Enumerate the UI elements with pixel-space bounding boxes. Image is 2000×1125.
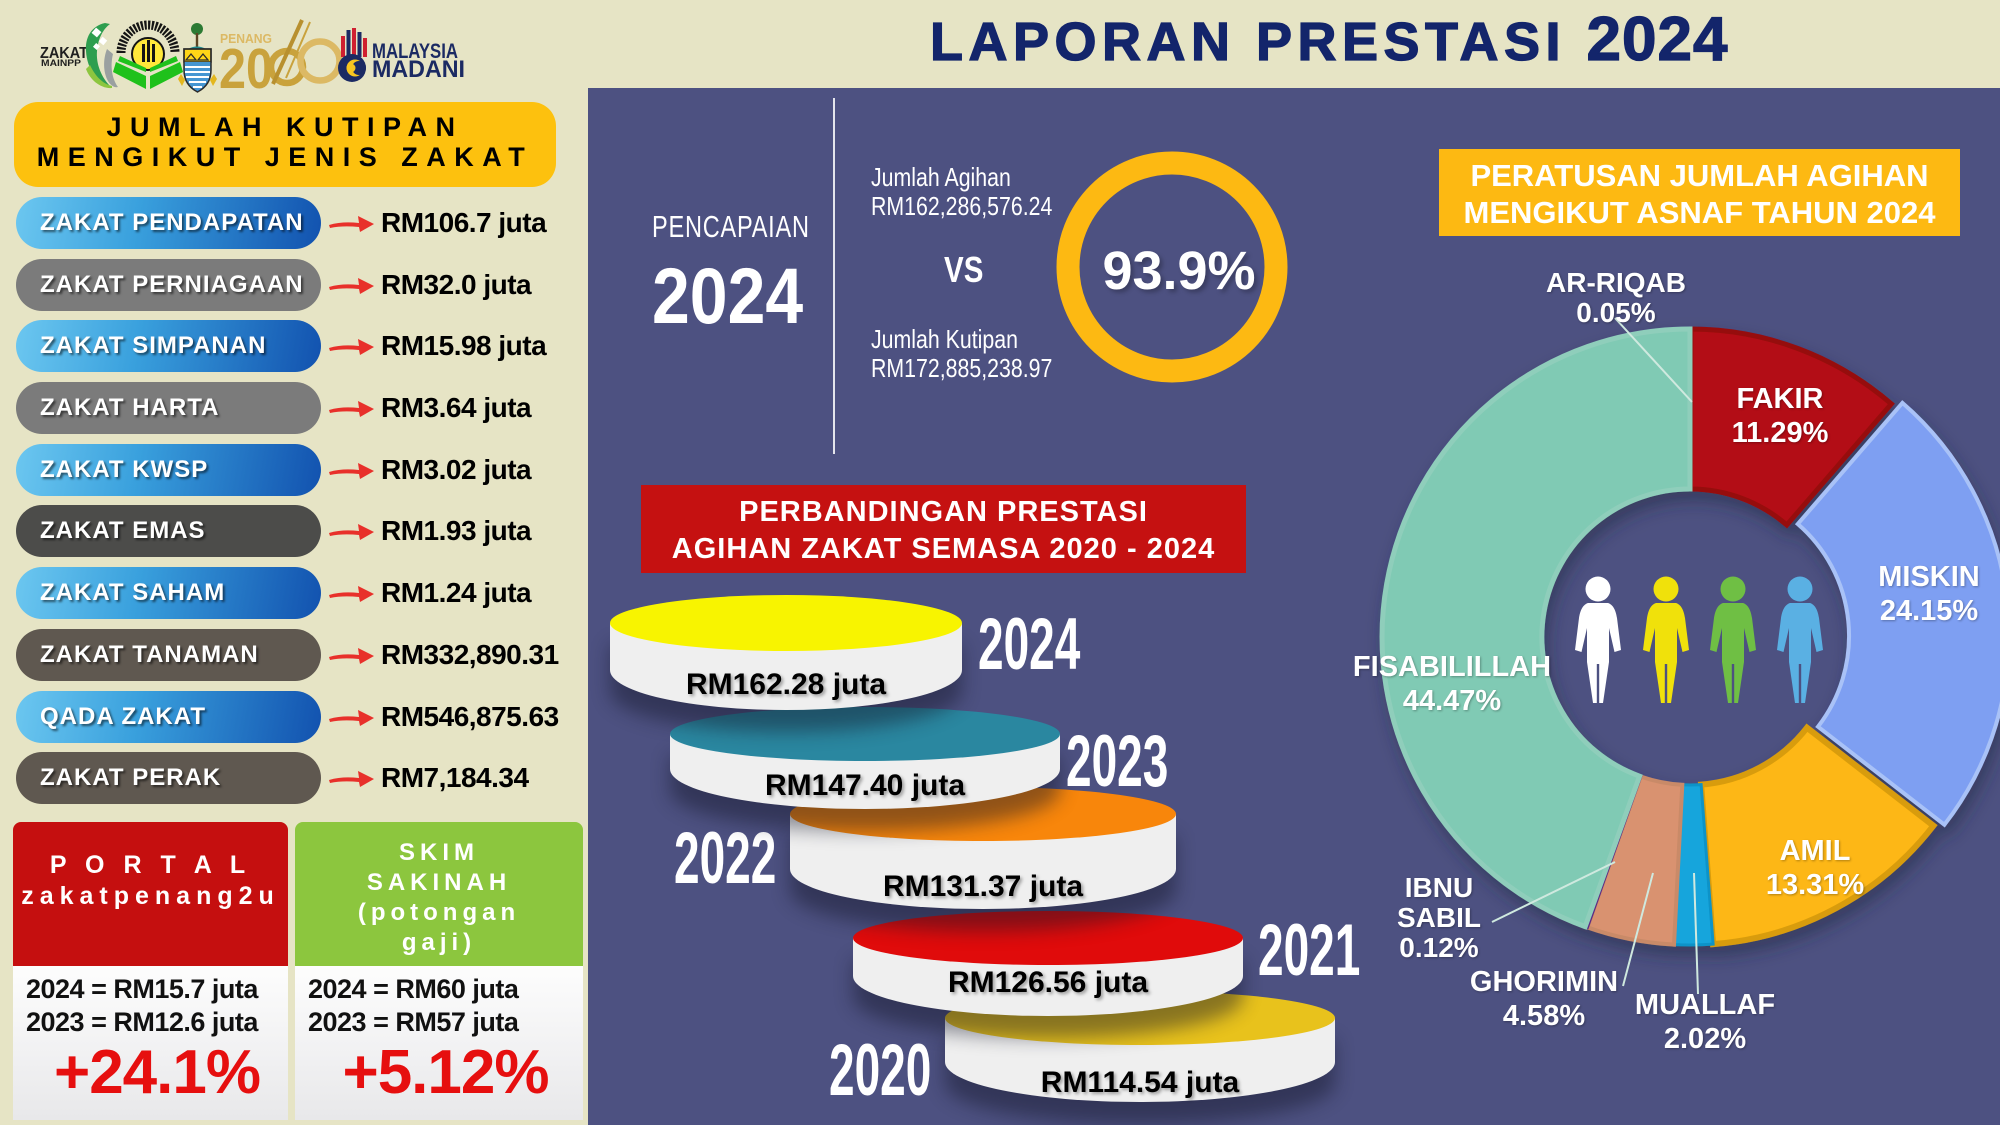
svg-text:MALAYSIA: MALAYSIA [372, 40, 458, 63]
svg-text:MAINPP: MAINPP [41, 58, 81, 68]
svg-text:20: 20 [219, 37, 273, 100]
svg-text:PENANG: PENANG [220, 31, 272, 46]
svg-text:MADANI: MADANI [372, 56, 465, 83]
svg-text:ZAKAT: ZAKAT [40, 45, 88, 62]
